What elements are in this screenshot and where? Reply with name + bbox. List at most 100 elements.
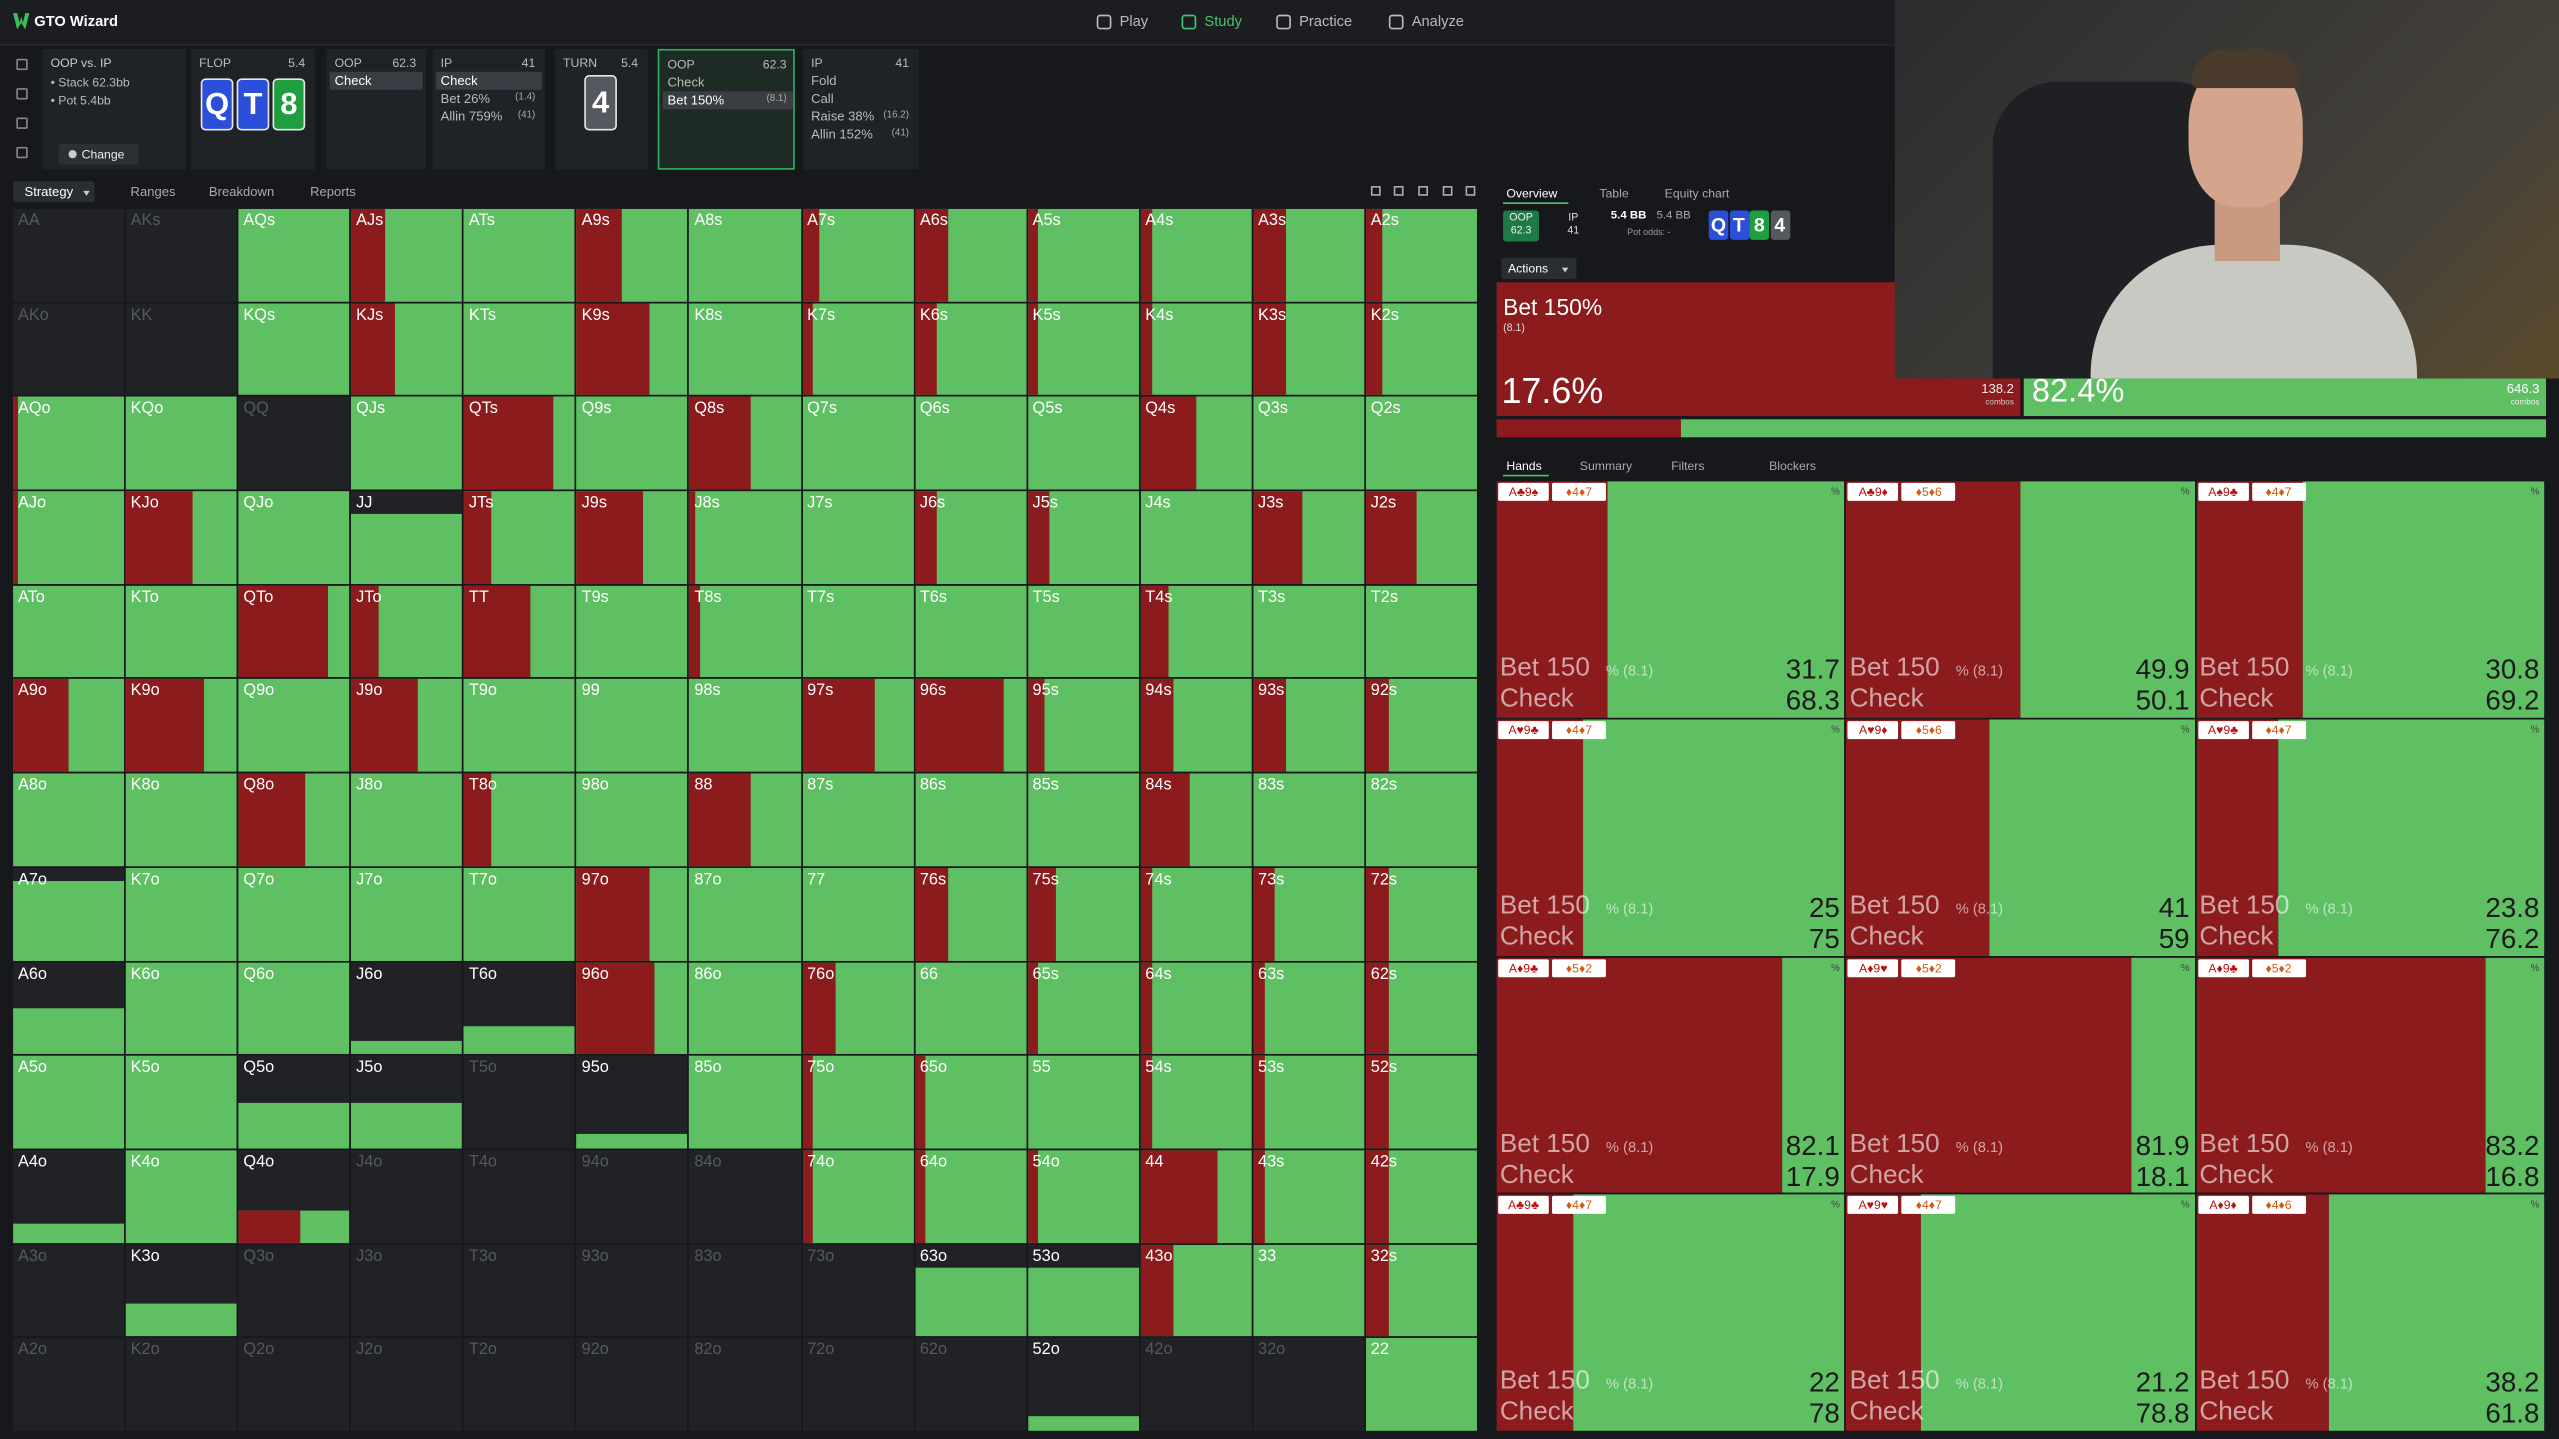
hand-cell[interactable]: 65o bbox=[914, 1055, 1027, 1149]
hand-cell[interactable]: 43s bbox=[1253, 1150, 1365, 1243]
hand-cell[interactable]: A5s bbox=[1027, 208, 1139, 302]
hand-cell[interactable]: 73o bbox=[802, 1244, 914, 1337]
hand-cell[interactable]: 52o bbox=[1027, 1338, 1139, 1431]
combo-card[interactable]: A♣9♠ ♦4♦7% Bet 150 % (8.1) Check 31.7 68.3 bbox=[1496, 481, 1845, 718]
hand-cell[interactable]: 95s bbox=[1027, 679, 1139, 772]
hand-cell[interactable]: 72o bbox=[802, 1338, 914, 1431]
combo-card[interactable]: A♦9♥ ♦5♦2% Bet 150 % (8.1) Check 81.9 18.1 bbox=[1846, 956, 2195, 1194]
hand-cell[interactable]: A8o bbox=[13, 773, 125, 867]
hand-cell[interactable]: 96s bbox=[914, 679, 1027, 772]
hand-cell[interactable]: KQs bbox=[238, 302, 350, 396]
hand-cell[interactable]: KK bbox=[125, 302, 237, 396]
hand-cell[interactable]: 74s bbox=[1140, 867, 1252, 961]
hand-cell[interactable]: AQo bbox=[13, 397, 125, 490]
hand-cell[interactable]: J5s bbox=[1027, 491, 1139, 584]
hand-cell[interactable]: T3s bbox=[1253, 585, 1365, 678]
hand-cell[interactable]: Q8o bbox=[238, 773, 350, 867]
hand-cell[interactable]: 86o bbox=[689, 961, 801, 1055]
hand-cell[interactable]: 64o bbox=[914, 1150, 1027, 1243]
hand-cell[interactable]: 53o bbox=[1027, 1244, 1139, 1337]
change-label[interactable]: Change bbox=[81, 146, 125, 162]
hand-cell[interactable]: A8s bbox=[689, 208, 801, 302]
hand-cell[interactable]: T5s bbox=[1027, 585, 1139, 678]
hand-cell[interactable]: K7o bbox=[125, 867, 237, 961]
hand-cell[interactable]: 77 bbox=[802, 867, 914, 961]
hand-cell[interactable]: 85o bbox=[689, 1055, 801, 1149]
hand-cell[interactable]: J5o bbox=[351, 1055, 463, 1149]
hand-cell[interactable]: 94s bbox=[1140, 679, 1252, 772]
combo-card[interactable]: A♦9♦ ♦4♦6% Bet 150 % (8.1) Check 38.2 61.8 bbox=[2196, 1194, 2545, 1431]
nav-item[interactable]: Practice bbox=[1299, 13, 1353, 30]
hand-cell[interactable]: 63o bbox=[914, 1244, 1027, 1337]
hand-cell[interactable]: K7s bbox=[802, 302, 914, 396]
hand-cell[interactable]: 76o bbox=[802, 961, 914, 1055]
hand-cell[interactable]: 84s bbox=[1140, 773, 1252, 867]
overview-tab[interactable]: Overview bbox=[1506, 185, 1558, 201]
hand-cell[interactable]: JTo bbox=[351, 585, 463, 678]
hand-cell[interactable]: 32o bbox=[1253, 1338, 1365, 1431]
hand-cell[interactable]: T4o bbox=[463, 1150, 576, 1243]
hand-cell[interactable]: T4s bbox=[1140, 585, 1252, 678]
hand-cell[interactable]: A3s bbox=[1253, 208, 1365, 302]
action-node[interactable]: FLOP 5.4 Q T 8 bbox=[190, 48, 315, 170]
hand-cell[interactable]: 42o bbox=[1140, 1338, 1252, 1431]
hand-cell[interactable]: K4o bbox=[125, 1150, 237, 1243]
hand-cell[interactable]: J3o bbox=[351, 1244, 463, 1337]
hand-cell[interactable]: 43o bbox=[1140, 1244, 1252, 1337]
hands-tab[interactable]: Blockers bbox=[1769, 458, 1817, 474]
hand-cell[interactable]: A9s bbox=[576, 208, 688, 302]
strategy-tab[interactable]: Reports bbox=[310, 184, 356, 200]
hand-cell[interactable]: 75s bbox=[1027, 867, 1139, 961]
hand-cell[interactable]: K4s bbox=[1140, 302, 1252, 396]
hand-cell[interactable]: 87o bbox=[689, 867, 801, 961]
hand-cell[interactable]: 72s bbox=[1365, 867, 1477, 961]
hand-cell[interactable]: 64s bbox=[1140, 961, 1252, 1055]
hand-cell[interactable]: 84o bbox=[689, 1150, 801, 1243]
hand-cell[interactable]: JJ bbox=[351, 491, 463, 584]
hands-tab[interactable]: Summary bbox=[1579, 458, 1633, 474]
hand-cell[interactable]: 76s bbox=[914, 867, 1027, 961]
hand-cell[interactable]: Q8s bbox=[689, 397, 801, 490]
hand-cell[interactable]: KJo bbox=[125, 491, 237, 584]
hand-cell[interactable]: 93s bbox=[1253, 679, 1365, 772]
hand-cell[interactable]: 93o bbox=[576, 1244, 688, 1337]
hand-cell[interactable]: Q4s bbox=[1140, 397, 1252, 490]
hand-cell[interactable]: 42s bbox=[1365, 1150, 1477, 1243]
hand-cell[interactable]: 99 bbox=[576, 679, 688, 772]
hand-cell[interactable]: A5o bbox=[13, 1055, 125, 1149]
action-node[interactable]: TURN 5.4 4 bbox=[554, 48, 648, 170]
hand-cell[interactable]: J4s bbox=[1140, 491, 1252, 584]
hand-cell[interactable]: 74o bbox=[802, 1150, 914, 1243]
hand-cell[interactable]: ATs bbox=[463, 208, 576, 302]
hand-cell[interactable]: J6s bbox=[914, 491, 1027, 584]
combo-card[interactable]: A♣9♦ ♦5♦6% Bet 150 % (8.1) Check 49.9 50.1 bbox=[1846, 481, 2195, 718]
hand-cell[interactable]: TT bbox=[463, 585, 576, 678]
hand-cell[interactable]: Q9o bbox=[238, 679, 350, 772]
hand-cell[interactable]: 95o bbox=[576, 1055, 688, 1149]
hand-cell[interactable]: Q9s bbox=[576, 397, 688, 490]
hand-cell[interactable]: 63s bbox=[1253, 961, 1365, 1055]
action-node[interactable]: OOP 62.3 Check Bet 150% (8.1) bbox=[657, 48, 795, 170]
hand-cell[interactable]: Q2s bbox=[1365, 397, 1477, 490]
hand-cell[interactable]: AJo bbox=[13, 491, 125, 584]
hand-cell[interactable]: Q5s bbox=[1027, 397, 1139, 490]
hand-cell[interactable]: QJo bbox=[238, 491, 350, 584]
hand-cell[interactable]: K5s bbox=[1027, 302, 1139, 396]
hand-cell[interactable]: 22 bbox=[1365, 1338, 1477, 1431]
change-button[interactable]: Change bbox=[58, 143, 139, 165]
hand-cell[interactable]: K5o bbox=[125, 1055, 237, 1149]
hand-cell[interactable]: J9s bbox=[576, 491, 688, 584]
combo-card[interactable]: A♥9♣ ♦4♦7% Bet 150 % (8.1) Check 25 75 bbox=[1496, 719, 1845, 956]
hand-cell[interactable]: 54o bbox=[1027, 1150, 1139, 1243]
nav-item[interactable]: Play bbox=[1119, 13, 1149, 30]
nav-item[interactable]: Study bbox=[1204, 13, 1242, 30]
hand-cell[interactable]: 85s bbox=[1027, 773, 1139, 867]
hand-cell[interactable]: 75o bbox=[802, 1055, 914, 1149]
hand-cell[interactable]: 33 bbox=[1253, 1244, 1365, 1337]
hand-cell[interactable]: AA bbox=[13, 208, 125, 302]
strategy-tab[interactable]: Ranges bbox=[130, 184, 176, 200]
hand-cell[interactable]: 98s bbox=[689, 679, 801, 772]
hand-cell[interactable]: K8o bbox=[125, 773, 237, 867]
hand-cell[interactable]: QJs bbox=[351, 397, 463, 490]
hand-cell[interactable]: 44 bbox=[1140, 1150, 1252, 1243]
